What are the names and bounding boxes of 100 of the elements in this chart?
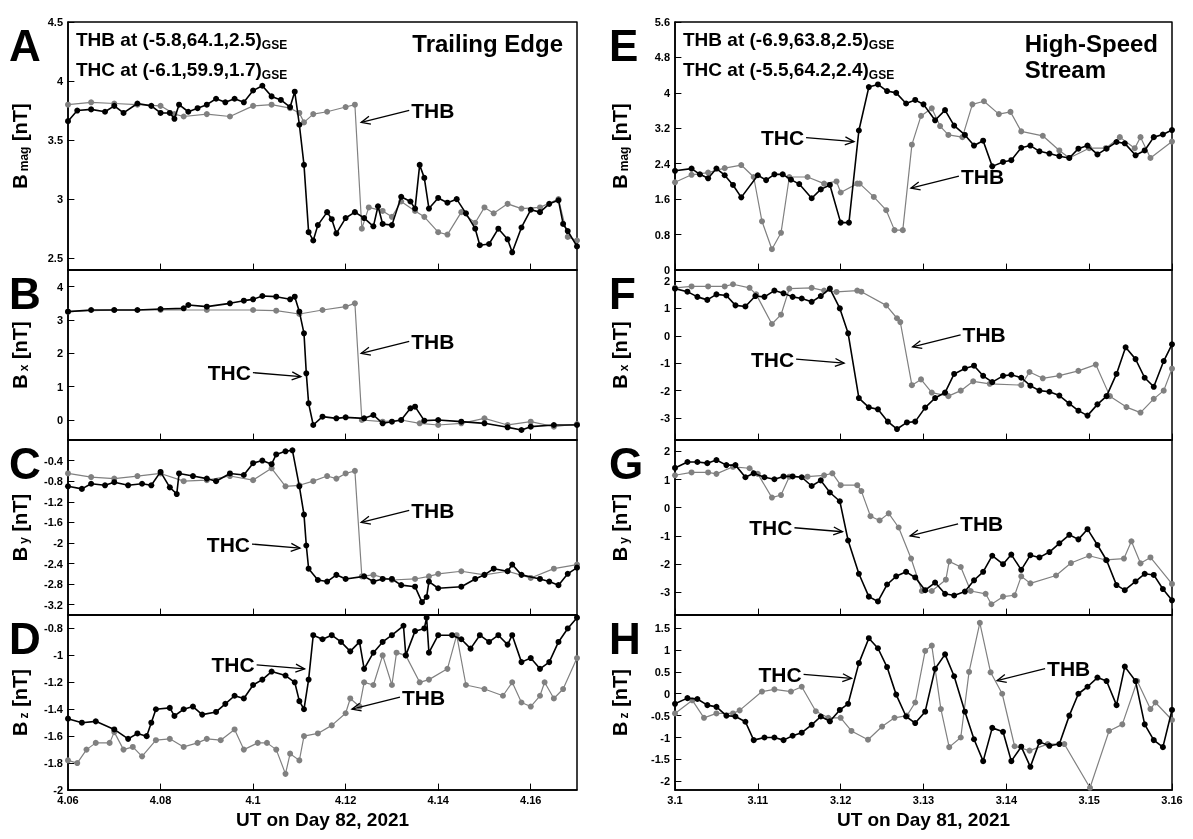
y-axis-title: By [nT]	[609, 493, 631, 562]
annotation: THC	[206, 532, 250, 556]
chart-title: B	[9, 268, 41, 318]
y-tick-label: 2	[56, 347, 63, 360]
x-tick-label: 3.16	[1161, 793, 1183, 806]
y-tick-label: 0	[56, 414, 63, 426]
y-tick-label: -2	[660, 384, 670, 397]
y-tick-label: -0.5	[651, 709, 670, 722]
y-tick-label: 1	[663, 644, 670, 656]
x-tick-label: 4.1	[245, 793, 261, 806]
y-tick-label: 1	[663, 302, 670, 315]
chart-title: E	[609, 20, 639, 70]
x-tick-label: 4.06	[57, 793, 79, 806]
y-tick-label: -2.4	[44, 557, 64, 570]
y-tick-label: -0.8	[44, 475, 63, 488]
y-tick-label: -2	[660, 775, 670, 788]
x-tick-label: 3.14	[995, 793, 1018, 806]
y-tick-label: 5.6	[654, 16, 670, 28]
y-tick-label: 4	[56, 280, 64, 293]
chart-title: C	[9, 438, 41, 488]
chart-title: F	[609, 268, 636, 318]
y-tick-label: 1	[663, 473, 670, 486]
y-axis-title: Bx [nT]	[9, 321, 31, 389]
y-tick-label: 1	[56, 380, 63, 393]
y-axis-title: Bz [nT]	[9, 669, 31, 736]
y-tick-label: -3	[660, 586, 670, 599]
y-tick-label: -0.8	[44, 622, 63, 635]
annotation: THC	[207, 361, 251, 385]
y-tick-label: -1	[660, 731, 670, 744]
x-tick-label: 4.12	[334, 793, 357, 806]
x-tick-label: 3.11	[747, 793, 769, 806]
y-tick-label: 1.5	[654, 622, 670, 635]
y-axis-title: By [nT]	[9, 493, 31, 562]
annotation: THB	[411, 98, 455, 122]
y-tick-label: -0.4	[44, 454, 64, 467]
y-axis-title: Bx [nT]	[609, 321, 631, 389]
y-tick-label: 4.8	[654, 51, 670, 64]
y-tick-label: 3	[56, 314, 63, 326]
y-tick-label: -1	[660, 529, 670, 542]
y-tick-label: -2	[660, 558, 670, 571]
y-tick-label: 2.5	[47, 252, 63, 265]
annotation: THB	[960, 164, 1005, 188]
y-tick-label: -2	[53, 536, 63, 549]
y-tick-label: 2	[663, 445, 670, 458]
annotation: THB	[411, 498, 455, 522]
x-axis-title: UT on Day 82, 2021	[235, 809, 410, 830]
y-tick-label: 0	[663, 329, 670, 342]
y-tick-label: 0	[663, 687, 670, 700]
x-tick-label: 3.13	[912, 793, 935, 806]
annotation: THB	[401, 685, 446, 709]
y-tick-label: 1.6	[654, 193, 670, 206]
y-tick-label: 0	[663, 501, 670, 514]
y-tick-label: 0.8	[654, 228, 670, 241]
x-axis-title: UT on Day 81, 2021	[836, 809, 1011, 830]
chart-title: G	[609, 438, 644, 488]
y-tick-label: -1	[660, 357, 670, 370]
x-tick-label: 3.15	[1078, 793, 1100, 806]
y-tick-label: 4	[663, 86, 671, 99]
annotation: THC	[760, 126, 805, 150]
annotation: THB	[962, 323, 1006, 347]
annotation: THB	[411, 329, 455, 353]
y-tick-label: 0	[663, 264, 670, 276]
y-tick-label: 3	[56, 193, 63, 206]
annotation: THC	[750, 347, 795, 371]
x-tick-label: 3.1	[667, 793, 683, 806]
y-tick-label: -1	[53, 649, 63, 662]
annotation: THC	[749, 516, 793, 540]
annotation: THB	[1047, 657, 1091, 681]
y-tick-label: -1.6	[44, 516, 63, 529]
x-tick-label: 4.14	[427, 793, 450, 806]
chart-title: H	[609, 613, 641, 663]
y-tick-label: -2	[53, 784, 63, 796]
x-tick-label: 4.08	[149, 793, 172, 806]
annotation: High-Speed Stream	[1024, 29, 1159, 83]
x-tick-label: 3.12	[829, 793, 852, 806]
annotation: THC	[211, 653, 255, 677]
y-tick-label: -3.2	[44, 598, 63, 611]
y-axis-title: Bmag [nT]	[609, 103, 631, 189]
chart-title: A	[9, 20, 41, 70]
y-tick-label: -1.6	[44, 730, 63, 743]
y-tick-label: 4.5	[47, 16, 63, 28]
y-tick-label: -1.2	[44, 676, 63, 689]
y-axis-title: Bz [nT]	[609, 669, 631, 736]
annotation: THC	[758, 662, 802, 686]
annotation: THB	[960, 512, 1004, 536]
y-tick-label: 2	[663, 274, 670, 287]
y-tick-label: 3.5	[47, 134, 63, 147]
x-tick-label: 4.16	[520, 793, 542, 806]
y-tick-label: -2.8	[44, 578, 63, 591]
y-tick-label: 2.4	[654, 157, 671, 170]
y-tick-label: 3.2	[654, 122, 670, 135]
y-axis-title: Bmag [nT]	[9, 103, 31, 189]
chart-title: D	[9, 613, 41, 663]
y-tick-label: 4	[56, 75, 64, 88]
y-tick-label: -1.8	[44, 757, 63, 770]
y-tick-label: -1.5	[651, 753, 670, 766]
annotation: Trailing Edge	[412, 29, 564, 57]
y-tick-label: 0.5	[654, 665, 670, 678]
y-tick-label: -3	[660, 412, 670, 425]
y-tick-label: -1.4	[44, 703, 64, 716]
